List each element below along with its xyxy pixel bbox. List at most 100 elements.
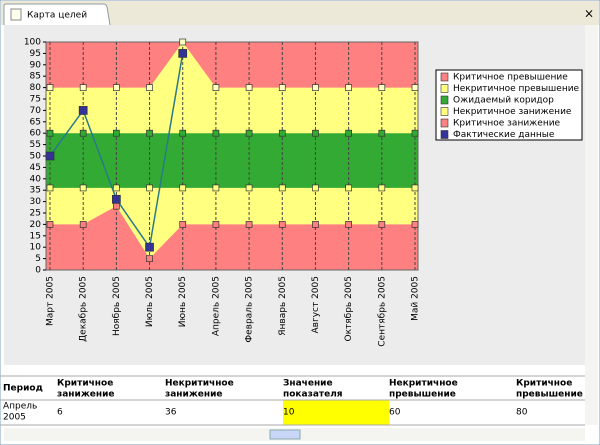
marker (146, 84, 153, 91)
marker (113, 84, 120, 91)
y-tick-label: 100 (24, 38, 41, 48)
marker (112, 194, 121, 204)
y-tick-label: 85 (30, 72, 41, 82)
y-tick-label: 25 (30, 209, 41, 219)
column-header: Критичное (516, 379, 572, 389)
marker (46, 84, 54, 91)
marker (378, 184, 386, 192)
marker (378, 221, 386, 228)
x-tick-label: Июль 2005 (145, 276, 155, 327)
marker (278, 221, 286, 228)
marker (79, 184, 87, 192)
legend-swatch (440, 107, 449, 116)
marker (345, 129, 352, 137)
vertical-scrollbar[interactable] (585, 25, 598, 425)
legend-swatch (440, 72, 449, 82)
y-tick-label: 5 (35, 254, 41, 264)
column-header: Период (3, 384, 43, 394)
y-tick-label: 50 (30, 152, 42, 162)
marker (212, 184, 220, 192)
marker (113, 184, 120, 192)
marker (79, 221, 87, 228)
marker (312, 129, 319, 137)
scroll-thumb[interactable] (269, 429, 301, 440)
marker (179, 129, 187, 137)
marker (179, 184, 187, 192)
y-tick-label: 35 (30, 186, 41, 196)
marker (78, 106, 88, 115)
cell: 80 (516, 408, 528, 418)
y-tick-label: 65 (30, 117, 41, 127)
column-header: Некритичное (389, 379, 458, 389)
y-tick-label: 15 (30, 231, 41, 241)
x-tick-label: Октябрь 2005 (344, 276, 354, 342)
y-tick-label: 20 (30, 220, 42, 230)
marker (312, 184, 319, 192)
marker (178, 49, 188, 58)
x-tick-label: Март 2005 (46, 276, 56, 326)
tab-title[interactable]: Карта целей (27, 11, 87, 21)
legend-label: Некритичное занижение (453, 107, 572, 117)
x-tick-label: Сентябрь 2005 (377, 276, 387, 347)
marker (146, 184, 153, 192)
close-button[interactable]: × (584, 7, 594, 21)
corridor-band (46, 133, 418, 188)
legend-label: Критичное превышение (453, 73, 568, 83)
x-tick-label: Февраль 2005 (245, 276, 255, 343)
marker (245, 221, 253, 228)
marker (411, 129, 419, 137)
marker (46, 129, 54, 137)
marker (245, 129, 253, 137)
legend-swatch (440, 95, 449, 105)
marker (345, 184, 352, 192)
marker (278, 129, 286, 137)
marker (345, 84, 352, 91)
x-tick-label: Май 2005 (411, 276, 421, 321)
legend-label: Ожидаемый коридор (453, 96, 554, 106)
marker (411, 84, 419, 91)
cell: 2005 (3, 413, 26, 423)
tab[interactable] (3, 3, 111, 26)
legend-swatch (440, 130, 449, 139)
marker (245, 84, 253, 91)
marker (45, 151, 55, 161)
y-tick-label: 60 (30, 129, 42, 139)
cell: 60 (389, 408, 401, 418)
marker (113, 129, 120, 137)
y-tick-label: 75 (30, 95, 41, 105)
legend-swatch (440, 84, 449, 93)
column-header: занижение (165, 390, 223, 400)
cell: 10 (283, 408, 295, 418)
y-tick-label: 10 (30, 243, 42, 253)
marker (245, 184, 253, 192)
marker (79, 129, 87, 137)
marker (312, 221, 319, 228)
x-tick-label: Декабрь 2005 (79, 276, 89, 342)
column-header: показателя (283, 390, 343, 400)
legend (435, 69, 583, 141)
marker (212, 129, 220, 137)
y-tick-label: 95 (30, 49, 41, 59)
column-header: превышение (389, 390, 456, 400)
marker (378, 84, 386, 91)
marker (411, 221, 419, 228)
marker (278, 84, 286, 91)
cell: 6 (57, 408, 63, 418)
legend-label: Фактические данные (453, 130, 555, 140)
marker (411, 184, 419, 192)
column-header: превышение (516, 390, 583, 400)
marker (145, 242, 154, 252)
column-header: занижение (57, 390, 115, 400)
marker (46, 221, 54, 228)
column-header: Критичное (57, 379, 113, 389)
y-tick-label: 80 (30, 83, 42, 93)
cell: Апрель (3, 402, 37, 412)
marker (79, 84, 87, 91)
y-tick-label: 55 (30, 140, 41, 150)
column-header: Значение (283, 379, 333, 389)
marker (212, 221, 220, 228)
tab-icon (10, 8, 22, 21)
marker (312, 84, 319, 91)
y-tick-label: 0 (35, 266, 41, 276)
